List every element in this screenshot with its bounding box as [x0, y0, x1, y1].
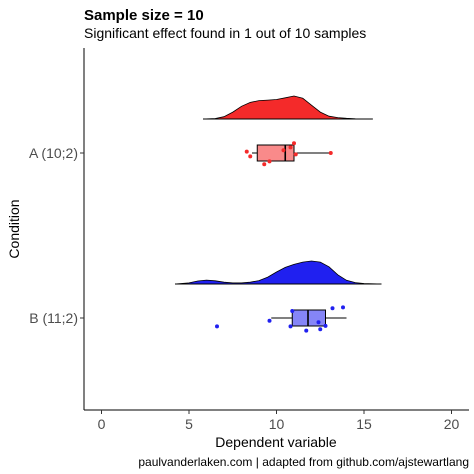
box — [291, 309, 326, 327]
data-point — [328, 151, 333, 155]
data-point — [288, 324, 293, 329]
data-point — [304, 328, 309, 333]
data-point — [292, 141, 296, 146]
box — [256, 144, 295, 162]
y-tick-label: A (10;2) — [29, 145, 78, 161]
data-point — [262, 162, 267, 167]
data-point — [323, 323, 328, 328]
data-point — [316, 320, 321, 325]
series-a — [202, 95, 373, 167]
density-outline — [174, 260, 382, 285]
y-tick-label: B (11;2) — [29, 310, 78, 326]
y-axis-ticks: A (10;2) B (11;2) — [29, 145, 84, 326]
data-point — [244, 149, 249, 154]
data-point — [330, 306, 335, 311]
data-point — [318, 327, 323, 332]
x-tick-label: 10 — [269, 416, 285, 432]
data-point — [341, 305, 345, 310]
chart-title: Sample size = 10 — [84, 7, 204, 24]
data-point — [281, 148, 286, 153]
density-outline — [202, 95, 373, 120]
data-point — [267, 159, 272, 164]
data-point — [248, 154, 253, 159]
y-axis-title: Condition — [6, 199, 22, 258]
data-point — [267, 318, 272, 323]
plot-area — [174, 95, 382, 333]
chart-caption: paulvanderlaken.com | adapted from githu… — [138, 455, 469, 469]
x-axis-title: Dependent variable — [215, 434, 337, 450]
x-tick-label: 0 — [98, 416, 106, 432]
data-point — [293, 152, 298, 157]
x-tick-label: 20 — [444, 416, 460, 432]
density-area — [203, 96, 373, 119]
chart-subtitle: Significant effect found in 1 out of 10 … — [84, 25, 366, 41]
series-b — [174, 260, 382, 333]
data-point — [215, 324, 219, 329]
x-tick-label: 5 — [185, 416, 193, 432]
data-point — [290, 309, 295, 313]
density-area — [175, 261, 382, 284]
data-point — [288, 145, 293, 150]
x-tick-label: 15 — [356, 416, 372, 432]
x-axis-ticks: 0 5 10 15 20 — [98, 410, 460, 432]
